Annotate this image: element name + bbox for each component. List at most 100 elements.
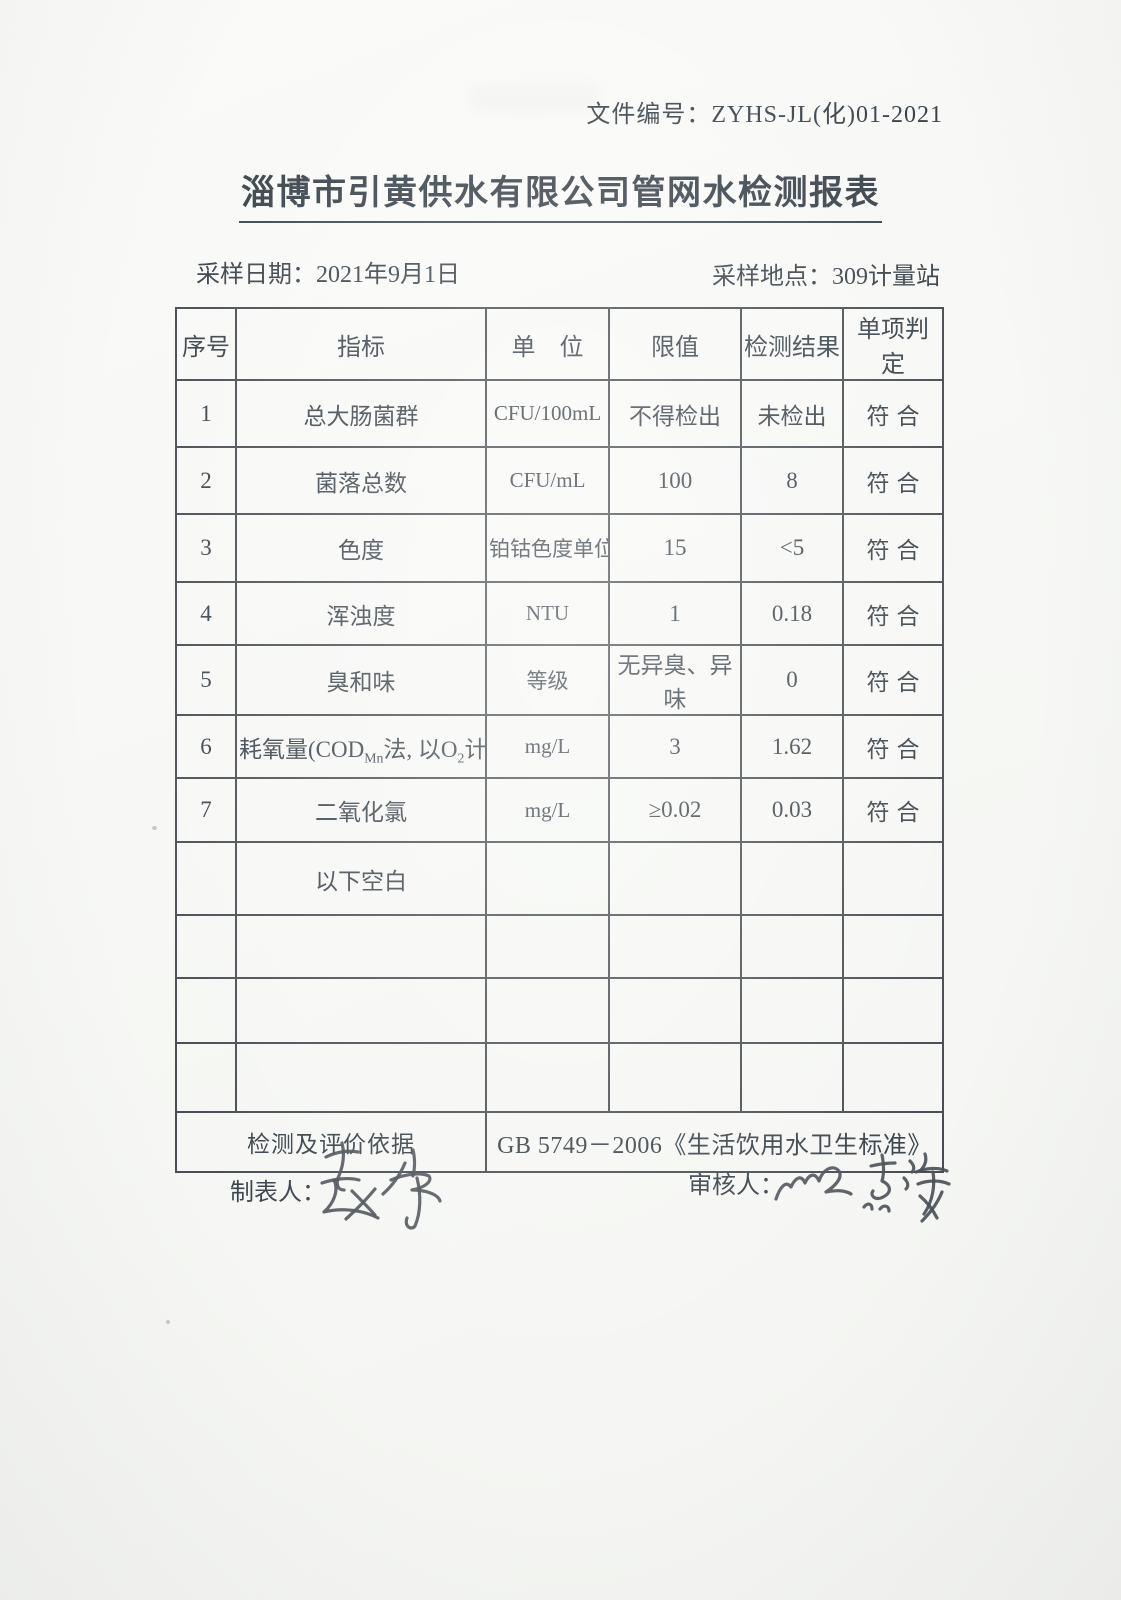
cell-result	[740, 914, 844, 979]
cell-limit: 不得检出	[608, 379, 742, 448]
cell-result: 8	[740, 446, 844, 515]
cell-judgement	[842, 1042, 944, 1113]
cell-limit: ≥0.02	[608, 777, 742, 843]
table-row: 6 耗氧量(CODMn法, 以O2计) mg/L 3 1.62 符合	[175, 714, 944, 779]
table-row-blank-note: 以下空白	[175, 841, 944, 916]
cell-no	[175, 841, 237, 916]
sample-date-label: 采样日期：	[196, 262, 316, 288]
cell-unit: CFU/100mL	[485, 379, 610, 448]
cell-indicator: 菌落总数	[235, 446, 487, 515]
table-basis-row: 检测及评价依据 GB 5749－2006《生活饮用水卫生标准》	[175, 1111, 944, 1173]
header-limit: 限值	[608, 307, 742, 381]
scan-ghost-smudge	[470, 84, 600, 112]
cell-judgement	[842, 914, 944, 979]
doc-number-label: 文件编号：	[586, 102, 712, 128]
cell-judgement: 符合	[842, 714, 944, 779]
cell-unit	[485, 914, 610, 979]
doc-number-value: ZYHS-JL(化)01-2021	[711, 102, 943, 128]
cell-judgement	[842, 841, 944, 916]
cell-result	[740, 977, 844, 1044]
cell-result: <5	[740, 513, 844, 583]
table-row: 1 总大肠菌群 CFU/100mL 不得检出 未检出 符合	[175, 379, 944, 448]
cell-indicator: 以下空白	[235, 841, 487, 916]
header-unit: 单 位	[485, 307, 610, 381]
cell-judgement: 符合	[842, 379, 944, 448]
cell-unit: CFU/mL	[485, 446, 610, 515]
cell-judgement	[842, 977, 944, 1044]
cell-no: 7	[175, 777, 237, 843]
cell-limit	[608, 1042, 742, 1113]
table-row-empty	[175, 914, 944, 979]
cell-no: 3	[175, 513, 237, 583]
cell-indicator: 二氧化氯	[235, 777, 487, 843]
reviewer-label: 审核人：	[688, 1173, 784, 1199]
cell-result: 0	[740, 644, 844, 716]
cell-limit: 3	[608, 714, 742, 779]
report-title-text: 淄博市引黄供水有限公司管网水检测报表	[239, 165, 882, 223]
sample-location-label: 采样地点：	[712, 264, 832, 290]
cell-result: 0.18	[740, 581, 844, 646]
preparer-signature	[320, 1141, 442, 1230]
cell-no	[175, 977, 237, 1044]
cell-indicator: 浑浊度	[235, 581, 487, 646]
sample-location-value: 309计量站	[832, 264, 940, 290]
cell-limit: 15	[608, 513, 742, 583]
cell-indicator: 臭和味	[235, 644, 487, 716]
cell-unit: 铂钴色度单位	[485, 513, 610, 583]
cell-no: 1	[175, 379, 237, 448]
cell-limit: 无异臭、异味	[608, 644, 742, 716]
header-result: 检测结果	[740, 307, 844, 381]
table-row-empty	[175, 977, 944, 1044]
header-no: 序号	[175, 307, 237, 381]
cell-indicator	[235, 914, 487, 979]
cell-judgement: 符合	[842, 581, 944, 646]
cell-limit	[608, 977, 742, 1044]
report-title: 淄博市引黄供水有限公司管网水检测报表	[0, 165, 1121, 223]
table-header-row: 序号 指标 单 位 限值 检测结果 单项判定	[175, 307, 944, 381]
table-row: 5 臭和味 等级 无异臭、异味 0 符合	[175, 644, 944, 716]
cell-result	[740, 1042, 844, 1113]
cell-judgement: 符合	[842, 513, 944, 583]
preparer-label: 制表人：	[230, 1180, 326, 1206]
cell-unit	[485, 977, 610, 1044]
cell-no	[175, 1042, 237, 1113]
cell-result: 1.62	[740, 714, 844, 779]
cell-unit: mg/L	[485, 777, 610, 843]
cell-indicator: 总大肠菌群	[235, 379, 487, 448]
cell-no: 6	[175, 714, 237, 779]
cell-indicator: 耗氧量(CODMn法, 以O2计)	[235, 714, 487, 779]
cell-unit	[485, 841, 610, 916]
header-judgement: 单项判定	[842, 307, 944, 381]
cell-no: 4	[175, 581, 237, 646]
cell-limit: 100	[608, 446, 742, 515]
report-table: 序号 指标 单 位 限值 检测结果 单项判定 1 总大肠菌群 CFU/100mL…	[175, 307, 944, 1173]
cell-result	[740, 841, 844, 916]
table-row: 3 色度 铂钴色度单位 15 <5 符合	[175, 513, 944, 583]
cell-limit	[608, 914, 742, 979]
sample-date-value: 2021年9月1日	[316, 262, 460, 288]
cell-unit: NTU	[485, 581, 610, 646]
table-row: 4 浑浊度 NTU 1 0.18 符合	[175, 581, 944, 646]
basis-label: 检测及评价依据	[175, 1111, 487, 1173]
cell-no: 5	[175, 644, 237, 716]
sample-date: 采样日期：2021年9月1日	[196, 254, 460, 289]
doc-number: 文件编号：ZYHS-JL(化)01-2021	[586, 94, 943, 129]
cell-limit	[608, 841, 742, 916]
cell-judgement: 符合	[842, 446, 944, 515]
cell-indicator	[235, 1042, 487, 1113]
cell-no	[175, 914, 237, 979]
cell-judgement: 符合	[842, 777, 944, 843]
cell-no: 2	[175, 446, 237, 515]
cell-limit: 1	[608, 581, 742, 646]
signature-row: 制表人： 审核人：	[0, 1125, 1121, 1265]
sample-location: 采样地点：309计量站	[712, 256, 940, 291]
cell-result: 未检出	[740, 379, 844, 448]
cell-indicator: 色度	[235, 513, 487, 583]
scan-speck	[166, 1320, 170, 1324]
cell-judgement: 符合	[842, 644, 944, 716]
table-row: 2 菌落总数 CFU/mL 100 8 符合	[175, 446, 944, 515]
header-indicator: 指标	[235, 307, 487, 381]
reviewer-signature	[774, 1152, 951, 1223]
table-row: 7 二氧化氯 mg/L ≥0.02 0.03 符合	[175, 777, 944, 843]
